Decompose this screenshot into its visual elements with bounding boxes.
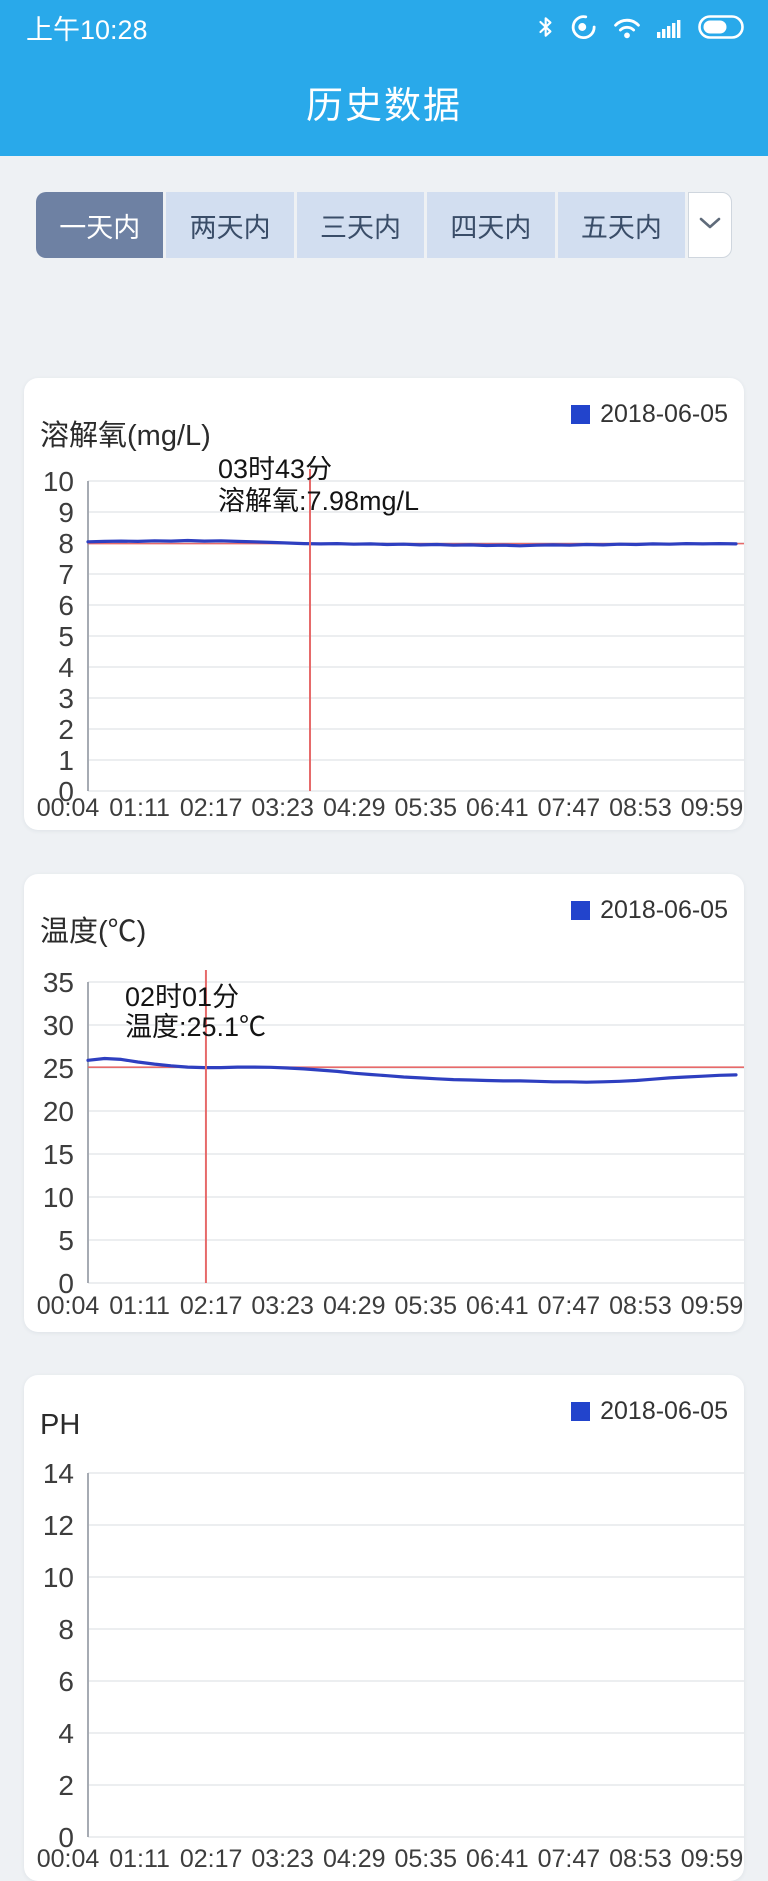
- svg-text:4: 4: [58, 1718, 74, 1749]
- svg-text:04:29: 04:29: [323, 1292, 386, 1320]
- svg-text:7: 7: [58, 559, 74, 590]
- svg-text:02:17: 02:17: [180, 794, 243, 822]
- svg-text:10: 10: [43, 1562, 74, 1593]
- chevron-down-icon: [697, 215, 723, 236]
- legend-ph: 2018-06-05: [571, 1397, 728, 1426]
- svg-text:08:53: 08:53: [609, 1292, 672, 1320]
- bluetooth-icon: [536, 14, 556, 40]
- svg-text:05:35: 05:35: [394, 1845, 457, 1873]
- svg-text:02时01分: 02时01分: [125, 982, 239, 1012]
- svg-text:9: 9: [58, 497, 74, 528]
- svg-text:05:35: 05:35: [394, 794, 457, 822]
- svg-text:07:47: 07:47: [538, 1845, 601, 1873]
- svg-text:02:17: 02:17: [180, 1845, 243, 1873]
- svg-text:6: 6: [58, 1666, 74, 1697]
- temperature-card: 温度(℃) 2018-06-05 35 30 25 20 15 10 5 0 02时01分 温度:…: [24, 874, 744, 1332]
- svg-text:01:11: 01:11: [109, 1292, 170, 1320]
- chart-title-ph: PH: [40, 1409, 81, 1441]
- svg-text:35: 35: [43, 967, 74, 998]
- svg-text:5: 5: [58, 1225, 74, 1256]
- svg-text:08:53: 08:53: [609, 794, 672, 822]
- svg-text:03:23: 03:23: [251, 1292, 314, 1320]
- tab-1-day[interactable]: 一天内: [36, 192, 164, 258]
- svg-text:08:53: 08:53: [609, 1845, 672, 1873]
- svg-text:30: 30: [43, 1010, 74, 1041]
- legend-swatch-icon: [571, 901, 591, 920]
- chart-title-dissolved-oxygen: 溶解氧(mg/L): [40, 420, 211, 452]
- status-bar: 上午10:28: [0, 0, 768, 48]
- svg-text:00:04: 00:04: [37, 1292, 100, 1320]
- dissolved-oxygen-card: 溶解氧(mg/L) 2018-06-05 10 9 8 7 6 5 4 3 2 1 0 03时43分溶…: [24, 378, 744, 830]
- battery-icon: [698, 14, 746, 40]
- svg-text:00:04: 00:04: [37, 1845, 100, 1873]
- tabs-dropdown-button[interactable]: [688, 192, 733, 258]
- tab-2-days[interactable]: 两天内: [166, 192, 294, 258]
- svg-text:01:11: 01:11: [109, 794, 170, 822]
- svg-text:6: 6: [58, 590, 74, 621]
- svg-text:03:23: 03:23: [251, 794, 314, 822]
- legend-swatch-icon: [571, 405, 591, 424]
- svg-text:5: 5: [58, 621, 74, 652]
- svg-text:10: 10: [43, 466, 74, 497]
- chart-title-temperature: 温度(℃): [40, 916, 147, 948]
- svg-text:06:41: 06:41: [466, 1845, 529, 1873]
- svg-text:1: 1: [58, 745, 74, 776]
- svg-text:8: 8: [58, 528, 74, 559]
- app-header: 历史数据: [0, 48, 768, 156]
- signal-strength-icon: [656, 15, 684, 39]
- svg-text:25: 25: [43, 1053, 74, 1084]
- legend-temperature: 2018-06-05: [571, 896, 728, 925]
- svg-text:10: 10: [43, 1182, 74, 1213]
- time-range-tabs: 一天内 两天内 三天内 四天内 五天内: [36, 192, 733, 258]
- svg-text:0: 0: [58, 776, 74, 807]
- svg-text:8: 8: [58, 1614, 74, 1645]
- svg-text:04:29: 04:29: [323, 794, 386, 822]
- svg-text:溶解氧:7.98mg/L: 溶解氧:7.98mg/L: [218, 486, 419, 516]
- svg-text:00:04: 00:04: [37, 794, 100, 822]
- legend-dissolved-oxygen: 2018-06-05: [571, 400, 728, 429]
- status-icons: [536, 13, 746, 41]
- svg-text:07:47: 07:47: [538, 1292, 601, 1320]
- svg-text:07:47: 07:47: [538, 794, 601, 822]
- tab-5-days[interactable]: 五天内: [557, 192, 686, 258]
- svg-text:14: 14: [43, 1458, 74, 1489]
- svg-text:06:41: 06:41: [466, 794, 529, 822]
- svg-text:04:29: 04:29: [323, 1845, 386, 1873]
- data-usage-icon: [570, 13, 598, 41]
- svg-text:20: 20: [43, 1096, 74, 1127]
- svg-text:09:59: 09:59: [681, 1845, 744, 1873]
- svg-text:12: 12: [43, 1510, 74, 1541]
- svg-text:05:35: 05:35: [394, 1292, 457, 1320]
- svg-text:01:11: 01:11: [109, 1845, 170, 1873]
- svg-text:2: 2: [58, 1770, 74, 1801]
- svg-text:03时43分: 03时43分: [218, 456, 332, 484]
- svg-text:09:59: 09:59: [681, 794, 744, 822]
- svg-text:06:41: 06:41: [466, 1292, 529, 1320]
- svg-text:09:59: 09:59: [681, 1292, 744, 1320]
- svg-text:15: 15: [43, 1139, 74, 1170]
- svg-text:03:23: 03:23: [251, 1845, 314, 1873]
- svg-text:4: 4: [58, 652, 74, 683]
- svg-text:0: 0: [58, 1268, 74, 1299]
- tab-4-days[interactable]: 四天内: [427, 192, 555, 258]
- svg-text:3: 3: [58, 683, 74, 714]
- svg-text:温度:25.1℃: 温度:25.1℃: [125, 1012, 266, 1042]
- svg-text:2: 2: [58, 714, 74, 745]
- legend-swatch-icon: [571, 1402, 591, 1421]
- page-title: 历史数据: [306, 85, 462, 126]
- svg-text:02:17: 02:17: [180, 1292, 243, 1320]
- ph-card: PH 2018-06-05 14 12 10 8 6 4 2 0 00:04 01:11 02:17…: [24, 1375, 744, 1881]
- tab-3-days[interactable]: 三天内: [296, 192, 425, 258]
- status-time: 上午10:28: [26, 14, 148, 45]
- wifi-icon: [612, 15, 642, 39]
